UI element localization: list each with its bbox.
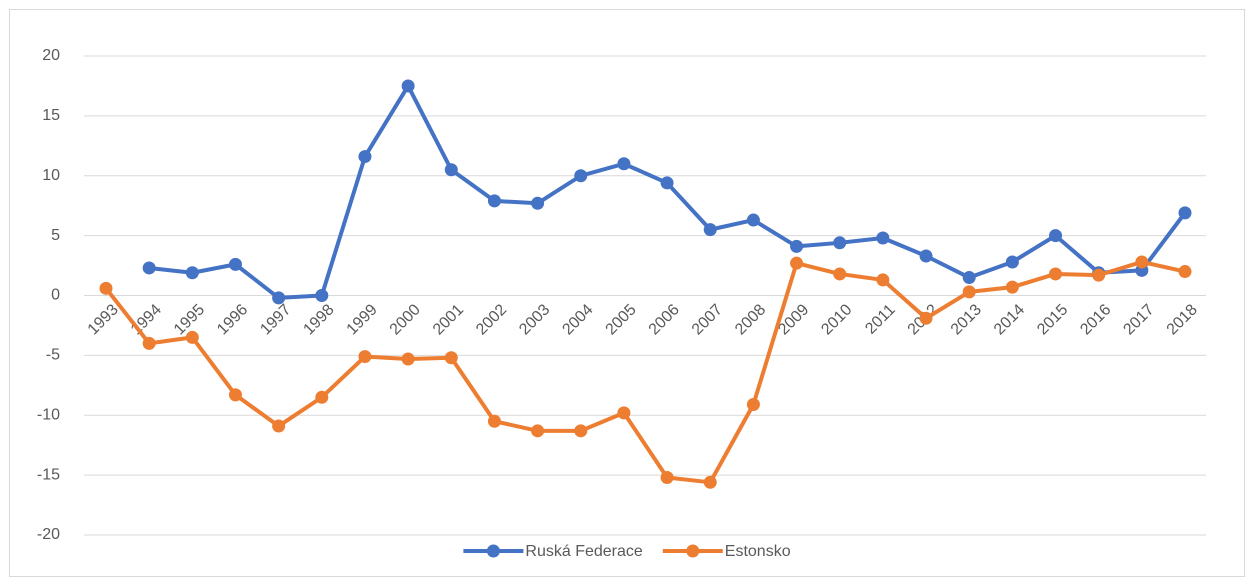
y-tick-label: 5 [51,227,60,244]
data-point [1005,280,1019,294]
data-point [185,330,199,344]
data-point [487,414,501,428]
chart-border [9,9,1245,577]
legend-label: Estonsko [725,543,791,560]
y-tick-label: 20 [42,47,60,64]
data-point [660,471,674,485]
y-tick-label: -20 [37,526,60,543]
data-point [574,424,588,438]
data-point [617,406,631,420]
data-point [358,350,372,364]
data-point [531,424,545,438]
y-tick-label: -15 [37,466,60,483]
data-point [1178,206,1192,220]
data-point [746,397,760,411]
data-point [617,157,631,171]
y-tick-label: 10 [42,167,60,184]
data-point [833,236,847,250]
data-point [833,267,847,281]
data-point [1135,255,1149,269]
data-point [531,196,545,210]
legend-item: Ruská Federace [463,543,643,560]
data-point [790,239,804,253]
y-tick-label: -5 [46,347,60,364]
y-tick-label: 0 [51,287,60,304]
data-point [99,281,113,295]
series-line [104,259,1186,485]
legend: Ruská Federace Estonsko [463,543,791,560]
data-point [876,231,890,245]
data-point [962,285,976,299]
data-point [444,351,458,365]
data-point [746,213,760,227]
data-point [272,291,286,305]
legend-label: Ruská Federace [525,543,642,560]
data-point [315,289,329,302]
data-point [228,388,242,402]
data-point [1092,268,1106,282]
data-point [272,419,286,433]
data-point [487,194,501,208]
data-point [703,475,717,489]
data-point [315,390,329,404]
data-point [401,79,415,93]
data-point [962,271,976,285]
data-point [228,257,242,271]
legend-item: Estonsko [662,543,791,560]
data-point [185,266,199,280]
data-point [660,176,674,190]
data-point [142,261,156,275]
legend-marker [686,544,700,558]
data-point [703,223,717,237]
data-point [574,169,588,183]
y-tick-label: -10 [37,406,60,423]
y-tick-label: 15 [42,107,60,124]
legend-marker [486,544,500,558]
data-point [1049,267,1063,281]
data-point [1005,255,1019,269]
data-point [1178,265,1192,279]
data-point [790,256,804,270]
data-point [401,352,415,366]
data-point [1049,229,1063,243]
data-point [142,336,156,350]
data-point [919,311,933,325]
data-point [919,249,933,263]
data-point [876,273,890,287]
data-point [444,163,458,177]
data-point [358,150,372,164]
